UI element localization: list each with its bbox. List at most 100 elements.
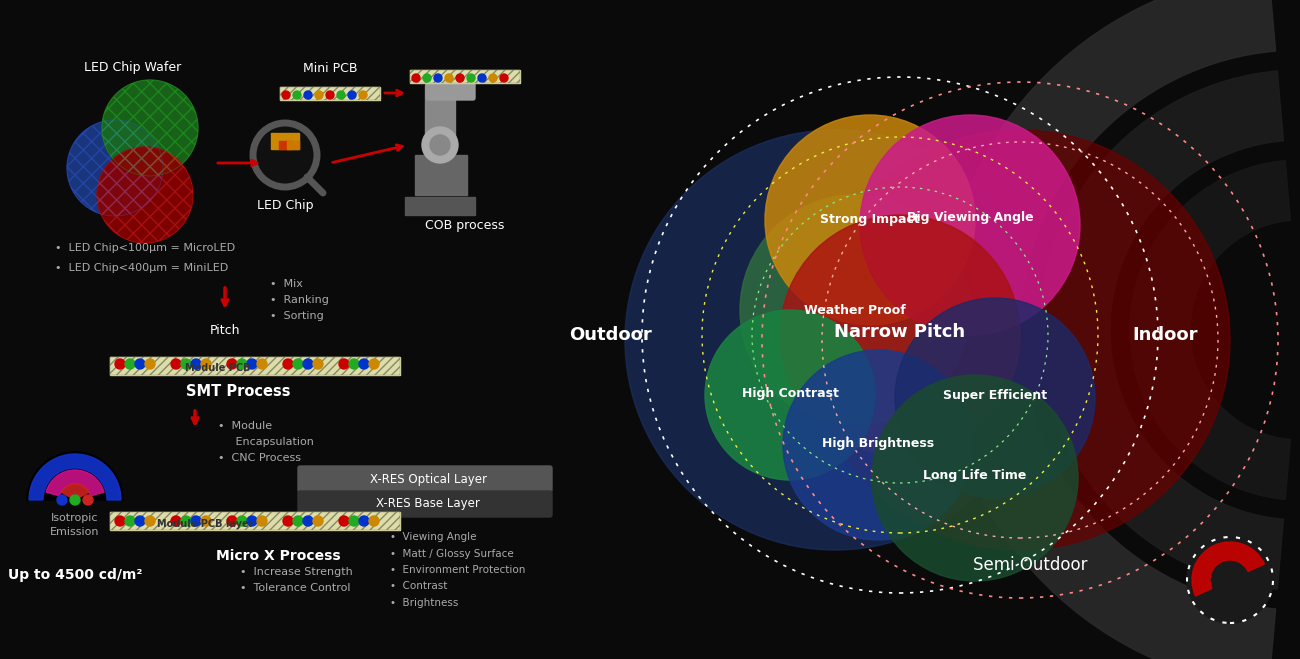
Bar	[410, 70, 520, 83]
Text: SMT Process: SMT Process	[186, 384, 290, 399]
Circle shape	[625, 130, 1045, 550]
Text: Super Efficient: Super Efficient	[942, 389, 1046, 401]
Circle shape	[337, 91, 344, 99]
Circle shape	[894, 298, 1095, 498]
Text: Module PCB: Module PCB	[185, 363, 251, 373]
Circle shape	[348, 91, 356, 99]
Circle shape	[255, 125, 315, 185]
Circle shape	[369, 516, 380, 526]
Text: •  Mix
•  Ranking
•  Sorting: • Mix • Ranking • Sorting	[270, 279, 329, 322]
Circle shape	[810, 130, 1230, 550]
Circle shape	[315, 91, 322, 99]
Circle shape	[467, 74, 474, 82]
Text: High Contrast: High Contrast	[741, 386, 838, 399]
Bar	[280, 87, 380, 100]
Circle shape	[861, 115, 1080, 335]
Circle shape	[247, 516, 257, 526]
Circle shape	[125, 516, 135, 526]
Circle shape	[313, 516, 322, 526]
Circle shape	[135, 516, 146, 526]
Bar	[270, 133, 299, 149]
Wedge shape	[27, 452, 123, 500]
Circle shape	[257, 516, 266, 526]
Circle shape	[237, 516, 247, 526]
FancyBboxPatch shape	[298, 466, 552, 492]
Bar	[425, 85, 455, 150]
Circle shape	[283, 516, 292, 526]
Bar	[410, 70, 520, 83]
Circle shape	[283, 359, 292, 369]
Circle shape	[202, 516, 211, 526]
Text: Module PCB layer: Module PCB layer	[157, 519, 254, 529]
Circle shape	[304, 91, 312, 99]
Circle shape	[247, 359, 257, 369]
Circle shape	[57, 495, 68, 505]
Circle shape	[70, 495, 81, 505]
Circle shape	[359, 516, 369, 526]
Circle shape	[282, 91, 290, 99]
Circle shape	[359, 359, 369, 369]
Circle shape	[1187, 537, 1273, 623]
Circle shape	[500, 74, 508, 82]
Circle shape	[172, 359, 181, 369]
Text: •  Increase Strength
•  Tolerance Control: • Increase Strength • Tolerance Control	[240, 567, 352, 593]
Circle shape	[456, 74, 464, 82]
Circle shape	[348, 516, 359, 526]
Circle shape	[172, 516, 181, 526]
Bar	[287, 141, 299, 149]
Text: •  Module
     Encapsulation
•  CNC Process: • Module Encapsulation • CNC Process	[218, 420, 313, 463]
Circle shape	[764, 115, 975, 325]
Bar	[111, 512, 400, 530]
Wedge shape	[46, 470, 104, 496]
Wedge shape	[1040, 71, 1283, 589]
Circle shape	[422, 127, 458, 163]
Circle shape	[98, 147, 192, 243]
Wedge shape	[1130, 161, 1291, 500]
Circle shape	[257, 359, 266, 369]
Circle shape	[339, 359, 348, 369]
Text: Indoor: Indoor	[1132, 326, 1197, 344]
Circle shape	[326, 91, 334, 99]
Circle shape	[705, 310, 875, 480]
Circle shape	[191, 516, 202, 526]
Circle shape	[181, 359, 191, 369]
Text: Mini PCB: Mini PCB	[303, 61, 358, 74]
Circle shape	[292, 359, 303, 369]
Text: Long Life Time: Long Life Time	[923, 469, 1027, 482]
Circle shape	[359, 91, 367, 99]
Text: •  LED Chip<100μm = MicroLED: • LED Chip<100μm = MicroLED	[55, 243, 235, 253]
Circle shape	[114, 359, 125, 369]
Circle shape	[872, 375, 1078, 581]
Text: X-RES Optical Layer: X-RES Optical Layer	[369, 473, 486, 486]
Text: Micro X Process: Micro X Process	[216, 549, 341, 563]
Text: Isotropic
Emission: Isotropic Emission	[51, 513, 100, 537]
Wedge shape	[29, 454, 121, 500]
Text: •  Viewing Angle
•  Matt / Glossy Surface
•  Environment Protection
•  Contrast
: • Viewing Angle • Matt / Glossy Surface …	[390, 532, 525, 608]
Circle shape	[227, 516, 237, 526]
Bar	[111, 512, 400, 530]
Circle shape	[430, 135, 450, 155]
Circle shape	[313, 359, 322, 369]
Circle shape	[422, 74, 432, 82]
FancyBboxPatch shape	[426, 82, 474, 100]
Bar	[280, 141, 291, 149]
Circle shape	[191, 359, 202, 369]
Circle shape	[369, 359, 380, 369]
Circle shape	[68, 120, 162, 216]
Text: LED Chip Wafer: LED Chip Wafer	[84, 61, 182, 74]
Circle shape	[292, 91, 302, 99]
Circle shape	[303, 516, 313, 526]
Circle shape	[227, 359, 237, 369]
Circle shape	[339, 516, 348, 526]
Wedge shape	[61, 484, 88, 497]
Text: Pitch: Pitch	[209, 324, 240, 337]
FancyBboxPatch shape	[298, 491, 552, 517]
Circle shape	[445, 74, 452, 82]
Circle shape	[135, 359, 146, 369]
Circle shape	[202, 359, 211, 369]
Text: Strong Impact: Strong Impact	[820, 214, 920, 227]
Text: Up to 4500 cd/m²: Up to 4500 cd/m²	[8, 568, 142, 582]
Circle shape	[783, 350, 972, 540]
Circle shape	[146, 359, 155, 369]
Text: Outdoor: Outdoor	[568, 326, 651, 344]
